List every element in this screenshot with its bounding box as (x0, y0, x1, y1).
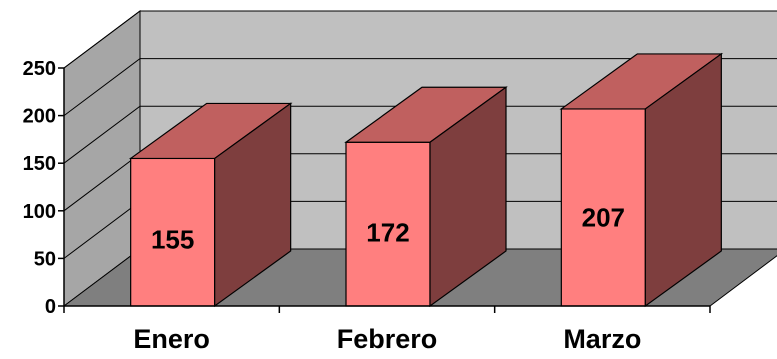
bar: 207 (559, 52, 724, 308)
y-tick-label: 150 (23, 153, 56, 175)
y-tick-label: 0 (45, 296, 56, 318)
bar-side (644, 52, 722, 308)
bar-side (429, 86, 507, 308)
bar: 155 (128, 102, 293, 308)
y-tick-label: 50 (34, 248, 56, 270)
gridline (63, 58, 777, 116)
data-label: 155 (151, 225, 194, 255)
x-tick-label: Marzo (563, 324, 641, 354)
gridline (63, 10, 777, 69)
bar-side (214, 102, 292, 308)
x-tick-label: Enero (133, 324, 210, 354)
y-tick-label: 250 (23, 58, 56, 80)
bar: 172 (344, 86, 508, 308)
axes: 0 50 100 150 200 250 Enero Febrero Marzo (23, 58, 711, 354)
bars: 155 172 207 (128, 52, 724, 308)
x-tick-label: Febrero (337, 324, 438, 354)
bar-front (560, 108, 646, 307)
y-tick-label: 100 (23, 201, 56, 223)
data-label: 207 (582, 202, 625, 232)
y-tick-label: 200 (23, 106, 56, 128)
data-label: 172 (366, 217, 409, 247)
